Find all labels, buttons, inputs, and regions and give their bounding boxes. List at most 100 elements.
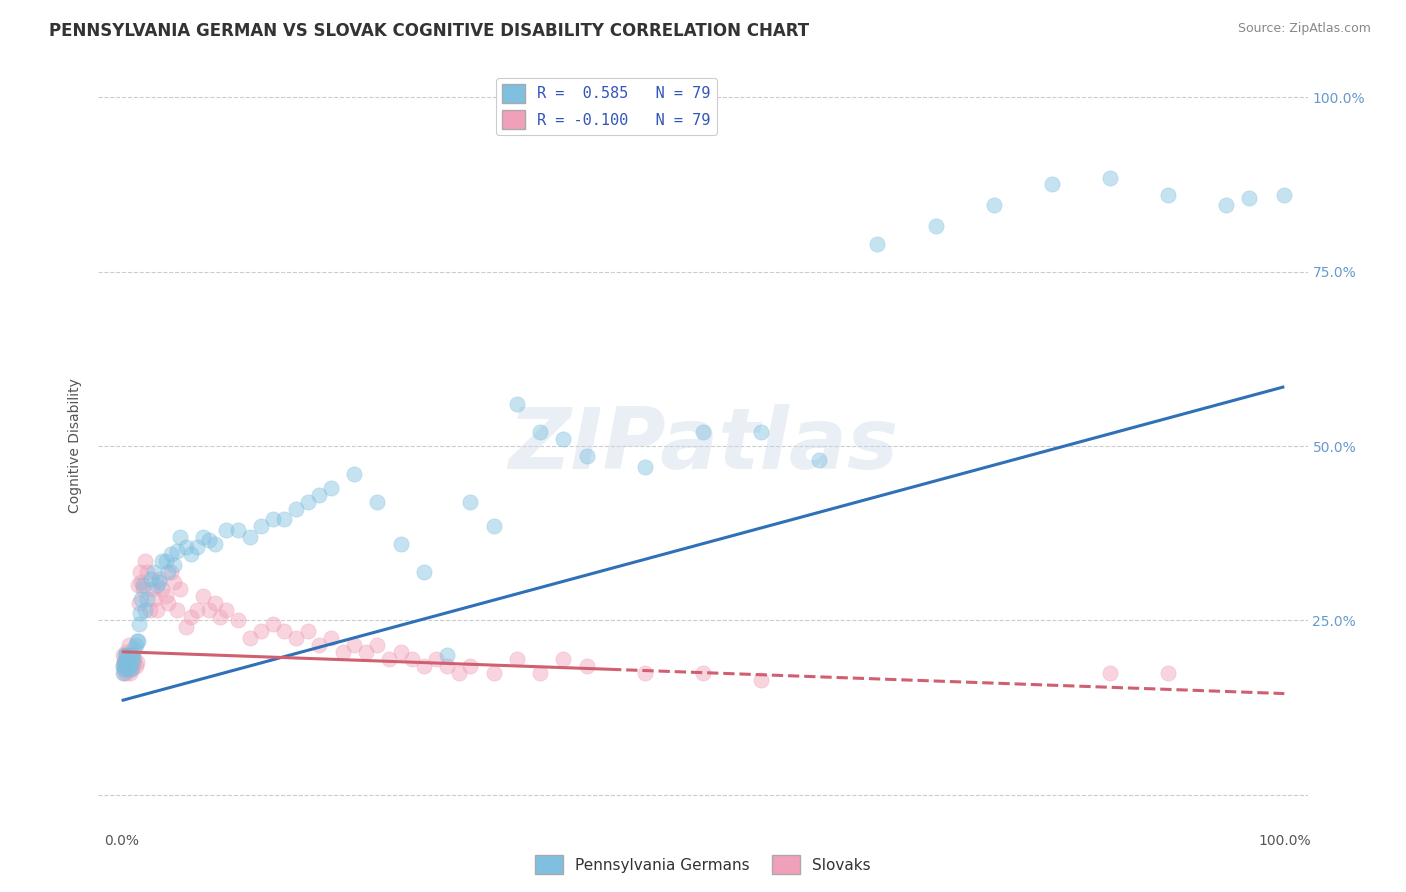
Point bbox=[121, 662, 143, 676]
Point bbox=[131, 578, 153, 592]
Point bbox=[114, 655, 136, 669]
Point bbox=[128, 616, 150, 631]
Point bbox=[215, 523, 238, 537]
Point bbox=[121, 648, 143, 663]
Point bbox=[1239, 191, 1261, 205]
Point bbox=[506, 397, 529, 411]
Point bbox=[166, 543, 188, 558]
Point bbox=[401, 651, 423, 665]
Point bbox=[366, 495, 388, 509]
Point bbox=[157, 596, 180, 610]
Point bbox=[148, 572, 170, 586]
Point bbox=[143, 592, 166, 607]
Point bbox=[115, 645, 138, 659]
Point bbox=[262, 616, 284, 631]
Point bbox=[749, 425, 772, 439]
Point bbox=[124, 638, 146, 652]
Point bbox=[148, 574, 170, 589]
Point bbox=[413, 658, 436, 673]
Point bbox=[111, 648, 134, 663]
Point bbox=[634, 459, 657, 474]
Point bbox=[112, 662, 135, 676]
Point bbox=[122, 658, 145, 673]
Point bbox=[191, 589, 214, 603]
Point bbox=[115, 662, 138, 676]
Point bbox=[117, 658, 139, 673]
Text: ZIPatlas: ZIPatlas bbox=[508, 404, 898, 488]
Point bbox=[143, 565, 166, 579]
Legend: Pennsylvania Germans, Slovaks: Pennsylvania Germans, Slovaks bbox=[529, 849, 877, 880]
Point bbox=[575, 658, 598, 673]
Point bbox=[1157, 188, 1180, 202]
Point bbox=[120, 655, 142, 669]
Point bbox=[634, 665, 657, 680]
Point bbox=[692, 665, 714, 680]
Point bbox=[297, 495, 319, 509]
Point bbox=[354, 645, 377, 659]
Point bbox=[215, 603, 238, 617]
Point bbox=[436, 658, 458, 673]
Point bbox=[506, 651, 529, 665]
Point bbox=[343, 638, 366, 652]
Point bbox=[319, 481, 342, 495]
Point bbox=[482, 519, 505, 533]
Point bbox=[134, 554, 156, 568]
Point bbox=[159, 565, 181, 579]
Point bbox=[866, 236, 889, 251]
Point bbox=[413, 565, 436, 579]
Point bbox=[749, 673, 772, 687]
Point bbox=[226, 523, 249, 537]
Point bbox=[124, 651, 146, 665]
Point bbox=[239, 530, 262, 544]
Point bbox=[136, 565, 159, 579]
Point bbox=[250, 624, 273, 638]
Point bbox=[239, 631, 262, 645]
Point bbox=[209, 610, 232, 624]
Point bbox=[127, 578, 149, 592]
Point bbox=[138, 603, 160, 617]
Point bbox=[163, 574, 186, 589]
Point bbox=[186, 540, 208, 554]
Point bbox=[131, 574, 153, 589]
Point bbox=[112, 655, 135, 669]
Point bbox=[319, 631, 342, 645]
Point bbox=[1040, 178, 1063, 192]
Point bbox=[117, 651, 139, 665]
Point bbox=[120, 651, 142, 665]
Point bbox=[163, 558, 186, 572]
Point bbox=[129, 565, 152, 579]
Point bbox=[150, 554, 173, 568]
Point bbox=[124, 658, 146, 673]
Point bbox=[129, 607, 152, 621]
Point bbox=[198, 533, 221, 548]
Point bbox=[139, 572, 162, 586]
Point bbox=[1157, 665, 1180, 680]
Point bbox=[128, 596, 150, 610]
Point bbox=[118, 658, 141, 673]
Text: Source: ZipAtlas.com: Source: ZipAtlas.com bbox=[1237, 22, 1371, 36]
Point bbox=[285, 631, 308, 645]
Point bbox=[1098, 170, 1121, 185]
Point bbox=[808, 453, 831, 467]
Text: PENNSYLVANIA GERMAN VS SLOVAK COGNITIVE DISABILITY CORRELATION CHART: PENNSYLVANIA GERMAN VS SLOVAK COGNITIVE … bbox=[49, 22, 810, 40]
Point bbox=[111, 665, 134, 680]
Point bbox=[378, 651, 401, 665]
Point bbox=[131, 592, 153, 607]
Point bbox=[343, 467, 366, 481]
Point bbox=[122, 648, 145, 663]
Point bbox=[141, 582, 163, 596]
Point bbox=[131, 582, 153, 596]
Point bbox=[145, 603, 167, 617]
Point bbox=[924, 219, 946, 234]
Point bbox=[226, 613, 249, 627]
Point bbox=[366, 638, 388, 652]
Point bbox=[250, 519, 273, 533]
Point bbox=[122, 655, 145, 669]
Point bbox=[460, 658, 482, 673]
Point bbox=[114, 648, 136, 663]
Point bbox=[460, 495, 482, 509]
Point bbox=[308, 638, 330, 652]
Point bbox=[447, 665, 470, 680]
Point bbox=[553, 432, 575, 446]
Point bbox=[198, 603, 221, 617]
